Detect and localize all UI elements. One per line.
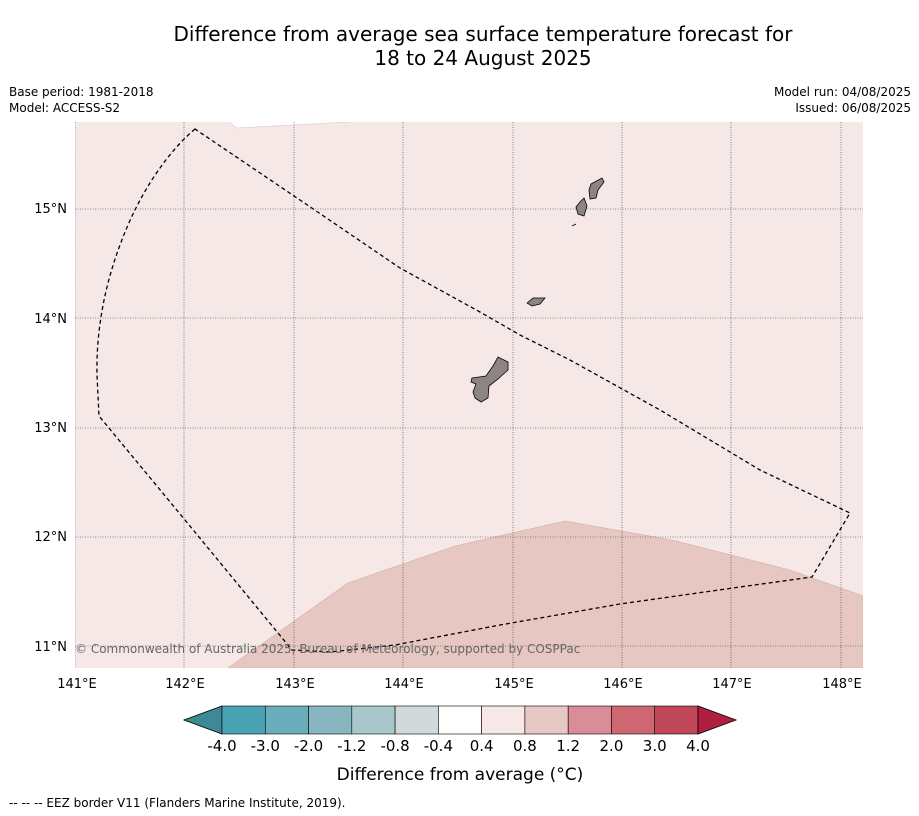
lon-label: 143°E	[275, 677, 315, 692]
anomaly-region-white-top	[229, 122, 351, 129]
colorbar-tick-label: 1.2	[556, 737, 580, 755]
lat-label: 14°N	[34, 312, 67, 327]
tinian-island	[575, 197, 588, 217]
lat-labels: 15°N 14°N 13°N 12°N 11°N	[34, 202, 67, 655]
colorbar-tick-label: 0.4	[470, 737, 494, 755]
colorbar-segment	[264, 705, 309, 735]
colorbar-segment	[654, 705, 699, 735]
colorbar-extend-high	[697, 705, 738, 735]
chart-title: Difference from average sea surface temp…	[0, 22, 919, 70]
colorbar-segment	[394, 705, 439, 735]
colorbar-tick-label: -0.4	[424, 737, 453, 755]
colorbar-segment	[524, 705, 569, 735]
colorbar-tick-label: 4.0	[686, 737, 710, 755]
colorbar-segments	[221, 705, 699, 735]
colorbar-tick-label: 2.0	[600, 737, 624, 755]
meta-right: Model run: 04/08/2025 Issued: 06/08/2025	[774, 84, 911, 116]
saipan-island	[588, 177, 605, 200]
colorbar-segment	[481, 705, 526, 735]
land-masses	[470, 177, 605, 403]
base-period: Base period: 1981-2018	[9, 85, 154, 99]
lon-label: 142°E	[165, 677, 205, 692]
guam-island	[470, 356, 509, 403]
lat-label: 12°N	[34, 530, 67, 545]
colorbar: -4.0 -3.0 -2.0 -1.2 -0.8 -0.4 0.4 0.8 1.2 2.0 3.0 4…	[182, 705, 738, 785]
issued-date: Issued: 06/08/2025	[795, 101, 911, 115]
map-area	[75, 122, 863, 668]
colorbar-tick-label: 0.8	[513, 737, 537, 755]
lon-labels: 141°E 142°E 143°E 144°E 145°E 146°E 147°…	[57, 677, 862, 692]
lat-label: 13°N	[34, 421, 67, 436]
colorbar-segment	[567, 705, 612, 735]
lon-label: 144°E	[384, 677, 424, 692]
colorbar-tick-label: -2.0	[294, 737, 323, 755]
colorbar-label: Difference from average (°C)	[337, 765, 584, 785]
lon-label: 146°E	[603, 677, 643, 692]
model-name: Model: ACCESS-S2	[9, 101, 121, 115]
colorbar-segment	[438, 705, 482, 735]
meta-left: Base period: 1981-2018 Model: ACCESS-S2	[9, 84, 154, 116]
eez-border	[96, 128, 851, 653]
title-line-1: Difference from average sea surface temp…	[173, 22, 793, 46]
colorbar-tick-label: -1.2	[337, 737, 366, 755]
lon-label: 147°E	[712, 677, 752, 692]
colorbar-tick-label: -0.8	[380, 737, 409, 755]
aguijan-islet	[571, 223, 577, 227]
colorbar-tick-labels: -4.0 -3.0 -2.0 -1.2 -0.8 -0.4 0.4 0.8 1.2 2.0 3.0 4…	[207, 737, 710, 755]
title-line-2: 18 to 24 August 2025	[374, 46, 592, 70]
colorbar-segment	[221, 705, 266, 735]
copyright-text: © Commonwealth of Australia 2025, Bureau…	[75, 642, 580, 656]
colorbar-extend-low	[182, 705, 223, 735]
colorbar-segment	[351, 705, 396, 735]
lat-label: 11°N	[34, 640, 67, 655]
colorbar-segment	[308, 705, 353, 735]
colorbar-segment	[611, 705, 656, 735]
eez-footnote: -- -- -- EEZ border V11 (Flanders Marine…	[9, 796, 346, 810]
anomaly-region-0-8-1-2	[227, 520, 863, 668]
model-run: Model run: 04/08/2025	[773, 85, 911, 99]
lon-label: 148°E	[822, 677, 862, 692]
colorbar-tick-label: -3.0	[251, 737, 280, 755]
colorbar-tick-label: -4.0	[207, 737, 236, 755]
lon-label: 145°E	[494, 677, 534, 692]
lon-label: 141°E	[57, 677, 97, 692]
lon-gridlines	[75, 122, 842, 668]
colorbar-tick-label: 3.0	[643, 737, 667, 755]
lat-label: 15°N	[34, 202, 67, 217]
rota-island	[526, 297, 546, 307]
